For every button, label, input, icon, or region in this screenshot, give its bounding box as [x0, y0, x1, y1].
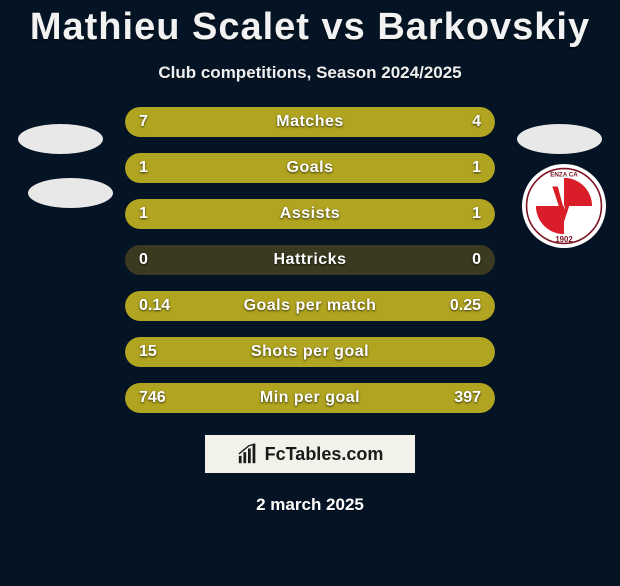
chart-icon — [237, 443, 259, 465]
stat-label: Matches — [125, 113, 495, 131]
stat-label: Goals per match — [125, 297, 495, 315]
left-placeholder-ellipse-1 — [18, 124, 103, 154]
footer-logo: FcTables.com — [205, 435, 415, 473]
stat-row: 74Matches — [125, 107, 495, 137]
stat-label: Min per goal — [125, 389, 495, 407]
club-badge-year: 1902 — [555, 235, 573, 244]
club-badge-icon: ENZA CA 1902 — [525, 167, 603, 245]
stat-row: 11Goals — [125, 153, 495, 183]
stat-row: 0.140.25Goals per match — [125, 291, 495, 321]
stat-row: 15Shots per goal — [125, 337, 495, 367]
footer-logo-text: FcTables.com — [265, 444, 384, 465]
stat-label: Assists — [125, 205, 495, 223]
left-placeholder-ellipse-2 — [28, 178, 113, 208]
page-subtitle: Club competitions, Season 2024/2025 — [0, 63, 620, 83]
svg-text:ENZA CA: ENZA CA — [550, 171, 578, 178]
stat-label: Shots per goal — [125, 343, 495, 361]
footer-date: 2 march 2025 — [0, 495, 620, 515]
club-badge-vicenza: ENZA CA 1902 — [522, 164, 606, 248]
stat-row: 11Assists — [125, 199, 495, 229]
stat-row: 00Hattricks — [125, 245, 495, 275]
right-placeholder-ellipse — [517, 124, 602, 154]
stat-label: Hattricks — [125, 251, 495, 269]
stats-container: 74Matches 11Goals 11Assists 00Hattricks 0.14… — [0, 107, 620, 413]
stat-row: 746397Min per goal — [125, 383, 495, 413]
stat-label: Goals — [125, 159, 495, 177]
page-title: Mathieu Scalet vs Barkovskiy — [0, 6, 620, 49]
